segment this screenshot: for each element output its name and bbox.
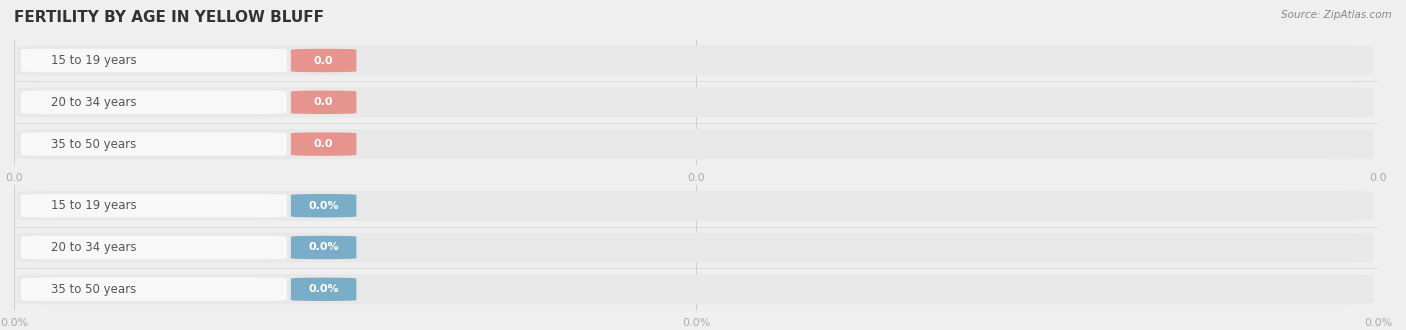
FancyBboxPatch shape: [291, 278, 356, 301]
Text: 0.0: 0.0: [314, 55, 333, 65]
FancyBboxPatch shape: [21, 132, 287, 156]
Text: 20 to 34 years: 20 to 34 years: [51, 241, 136, 254]
Text: Source: ZipAtlas.com: Source: ZipAtlas.com: [1281, 10, 1392, 20]
FancyBboxPatch shape: [21, 194, 287, 217]
FancyBboxPatch shape: [17, 46, 1374, 76]
FancyBboxPatch shape: [17, 129, 1374, 159]
Text: 0.0: 0.0: [314, 97, 333, 107]
Text: 35 to 50 years: 35 to 50 years: [51, 138, 136, 150]
Text: 0.0%: 0.0%: [308, 201, 339, 211]
Text: 15 to 19 years: 15 to 19 years: [51, 54, 136, 67]
FancyBboxPatch shape: [17, 87, 1374, 117]
Text: 20 to 34 years: 20 to 34 years: [51, 96, 136, 109]
FancyBboxPatch shape: [291, 132, 356, 156]
Text: FERTILITY BY AGE IN YELLOW BLUFF: FERTILITY BY AGE IN YELLOW BLUFF: [14, 10, 323, 25]
FancyBboxPatch shape: [21, 278, 287, 301]
Text: 0.0%: 0.0%: [308, 284, 339, 294]
FancyBboxPatch shape: [21, 236, 287, 259]
Text: 0.0: 0.0: [314, 139, 333, 149]
FancyBboxPatch shape: [291, 49, 356, 72]
FancyBboxPatch shape: [291, 236, 356, 259]
Text: 15 to 19 years: 15 to 19 years: [51, 199, 136, 212]
FancyBboxPatch shape: [17, 232, 1374, 263]
FancyBboxPatch shape: [21, 90, 287, 114]
Text: 0.0%: 0.0%: [308, 243, 339, 252]
FancyBboxPatch shape: [291, 90, 356, 114]
Text: 35 to 50 years: 35 to 50 years: [51, 283, 136, 296]
FancyBboxPatch shape: [291, 194, 356, 217]
FancyBboxPatch shape: [17, 274, 1374, 304]
FancyBboxPatch shape: [17, 191, 1374, 221]
FancyBboxPatch shape: [21, 49, 287, 72]
